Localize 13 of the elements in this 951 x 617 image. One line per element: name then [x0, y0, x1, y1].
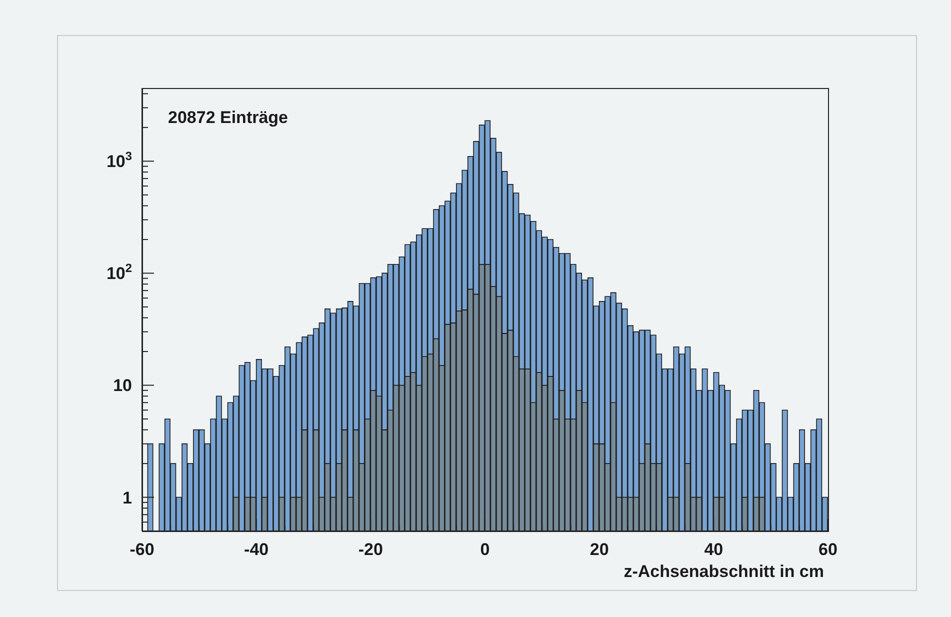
x-tick-label: 40	[704, 540, 724, 559]
x-tick-label: 20	[590, 540, 609, 559]
x-tick-label: -60	[130, 540, 154, 559]
y-tick-label: 10$^{2}$	[106, 261, 132, 284]
y-tick-label: 1	[122, 488, 132, 508]
x-axis-title: z-Achsenabschnitt in cm	[624, 562, 824, 581]
x-tick-label: 60	[818, 540, 838, 559]
y-tick-label: 10	[113, 376, 132, 396]
x-tick-label: -20	[358, 540, 383, 559]
y-tick-label: 10$^{3}$	[106, 149, 132, 172]
x-tick-label: 0	[480, 540, 490, 559]
annotation: 20872 Einträge	[168, 108, 288, 128]
x-tick-label: -40	[244, 540, 269, 559]
